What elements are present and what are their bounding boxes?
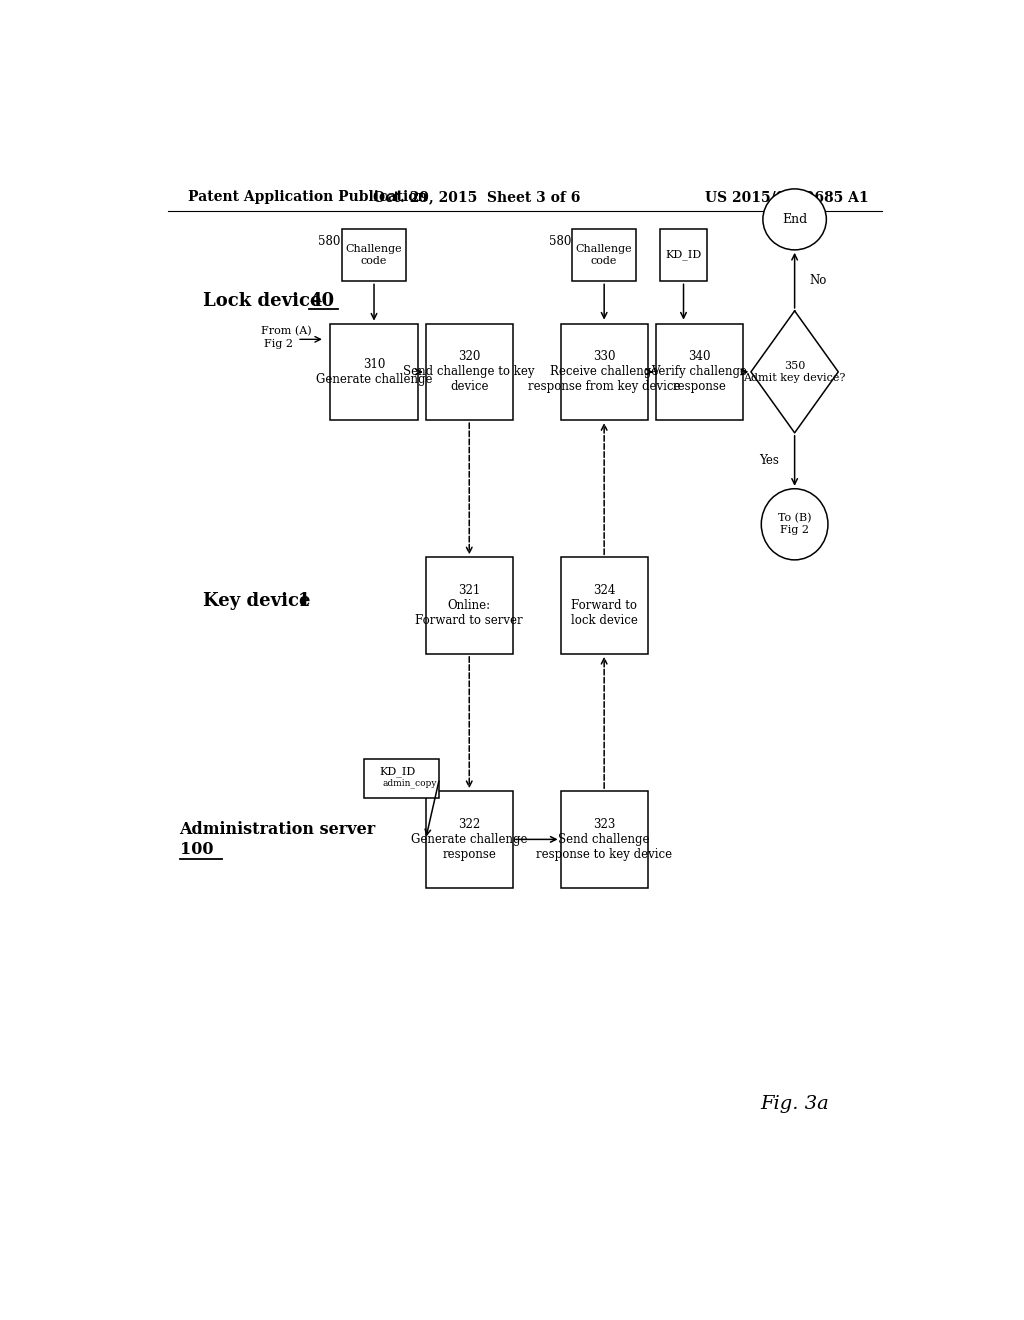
Text: 350
Admit key device?: 350 Admit key device? <box>743 362 846 383</box>
Text: 310
Generate challenge: 310 Generate challenge <box>315 358 432 385</box>
Text: Challenge
code: Challenge code <box>346 244 402 265</box>
Text: 100: 100 <box>179 841 213 858</box>
Text: 320
Send challenge to key
device: 320 Send challenge to key device <box>403 350 535 393</box>
FancyBboxPatch shape <box>426 323 513 420</box>
Text: admin_copy: admin_copy <box>383 779 437 788</box>
FancyBboxPatch shape <box>659 228 708 281</box>
Text: 330
Receive challenge
response from key device: 330 Receive challenge response from key … <box>528 350 680 393</box>
FancyBboxPatch shape <box>342 228 406 281</box>
FancyBboxPatch shape <box>331 323 418 420</box>
FancyBboxPatch shape <box>560 791 648 887</box>
Text: 340
Verify challenge
response: 340 Verify challenge response <box>651 350 748 393</box>
Text: KD_ID: KD_ID <box>666 249 701 260</box>
FancyBboxPatch shape <box>560 323 648 420</box>
Text: End: End <box>782 213 807 226</box>
Ellipse shape <box>761 488 828 560</box>
Text: US 2015/0310685 A1: US 2015/0310685 A1 <box>705 190 868 205</box>
Text: Lock device: Lock device <box>204 292 328 310</box>
Text: From (A): From (A) <box>261 326 312 337</box>
Text: No: No <box>809 273 826 286</box>
FancyBboxPatch shape <box>365 759 439 797</box>
Text: Fig 2: Fig 2 <box>264 339 294 350</box>
Ellipse shape <box>763 189 826 249</box>
FancyBboxPatch shape <box>560 557 648 653</box>
Text: Challenge
code: Challenge code <box>575 244 633 265</box>
FancyBboxPatch shape <box>655 323 743 420</box>
Text: 321
Online:
Forward to server: 321 Online: Forward to server <box>416 585 523 627</box>
FancyBboxPatch shape <box>572 228 636 281</box>
Text: 323
Send challenge
response to key device: 323 Send challenge response to key devic… <box>537 818 672 861</box>
Polygon shape <box>751 312 839 433</box>
FancyBboxPatch shape <box>426 557 513 653</box>
Text: 322
Generate challenge
response: 322 Generate challenge response <box>411 818 527 861</box>
Text: Key device: Key device <box>204 591 317 610</box>
Text: Patent Application Publication: Patent Application Publication <box>187 190 427 205</box>
Text: Yes: Yes <box>759 454 778 467</box>
Text: Fig. 3a: Fig. 3a <box>760 1094 829 1113</box>
Text: 324
Forward to
lock device: 324 Forward to lock device <box>570 585 638 627</box>
Text: To (B)
Fig 2: To (B) Fig 2 <box>778 513 811 536</box>
Text: KD_ID: KD_ID <box>380 766 416 776</box>
Text: 580: 580 <box>318 235 341 248</box>
Text: 1: 1 <box>298 591 310 610</box>
Text: Oct. 29, 2015  Sheet 3 of 6: Oct. 29, 2015 Sheet 3 of 6 <box>374 190 581 205</box>
Text: 40: 40 <box>309 292 334 310</box>
Text: Administration server: Administration server <box>179 821 382 838</box>
FancyBboxPatch shape <box>426 791 513 887</box>
Text: 580: 580 <box>549 235 571 248</box>
